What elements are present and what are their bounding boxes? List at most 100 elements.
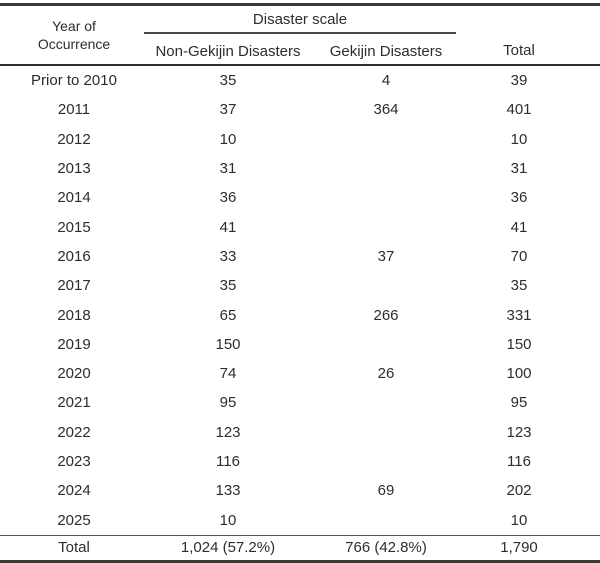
header-row-columns: Non-Gekijin Disasters Gekijin Disasters <box>0 36 600 65</box>
col-header-gekijin: Gekijin Disasters <box>329 42 443 60</box>
cell-non-gekijin: 35 <box>219 72 237 90</box>
cell-non-gekijin: 10 <box>219 130 237 148</box>
cell-gekijin <box>308 505 464 535</box>
col-header-non-gekijin: Non-Gekijin Disasters <box>155 42 301 60</box>
cell-total: 401 <box>506 101 532 119</box>
cell-gekijin: 4 <box>381 72 391 90</box>
cell-total: 116 <box>507 453 531 470</box>
cell-total: 100 <box>506 365 532 383</box>
table-row: 2021 95 95 <box>0 388 600 417</box>
cell-gekijin: 266 <box>373 306 399 324</box>
footer-cell-non-gekijin: 1,024 (57.2%) <box>180 539 276 557</box>
cell-non-gekijin: 36 <box>219 189 237 207</box>
cell-total: 10 <box>510 511 528 529</box>
table-header: Year of Occurrence Disaster scale Total … <box>0 5 600 65</box>
cell-year: Prior to 2010 <box>31 72 117 90</box>
cell-year: 2017 <box>57 277 91 295</box>
header-row-spanner: Year of Occurrence Disaster scale Total <box>0 5 600 59</box>
disaster-scale-spanner: Disaster scale <box>144 6 457 34</box>
table-row: Prior to 2010 35 4 39 <box>0 65 600 95</box>
cell-total: 41 <box>510 218 528 236</box>
table-row: 2014 36 36 <box>0 183 600 212</box>
cell-gekijin: 69 <box>377 482 395 500</box>
cell-total: 331 <box>506 306 532 324</box>
cell-non-gekijin: 133 <box>215 482 241 500</box>
table-row: 2016 33 37 70 <box>0 242 600 271</box>
cell-total: 202 <box>506 482 532 500</box>
cell-total: 36 <box>510 189 528 207</box>
cell-non-gekijin: 31 <box>219 160 237 178</box>
cell-gekijin <box>308 330 464 359</box>
cell-gekijin: 26 <box>377 365 395 383</box>
col-header-disaster-scale: Disaster scale <box>144 5 464 37</box>
cell-gekijin: 364 <box>373 101 399 119</box>
cell-gekijin: 37 <box>377 247 395 265</box>
cell-gekijin <box>308 418 464 447</box>
table-row: 2017 35 35 <box>0 271 600 300</box>
table-footer: Total 1,024 (57.2%) 766 (42.8%) 1,790 <box>0 535 600 561</box>
table-body: Prior to 2010 35 4 39 2011 37 364 401 2012 10 10 20… <box>0 65 600 535</box>
table-row: 2018 65 266 331 <box>0 300 600 329</box>
cell-gekijin <box>308 125 464 154</box>
cell-gekijin <box>308 183 464 212</box>
table-row: 2024 133 69 202 <box>0 476 600 505</box>
cell-non-gekijin: 37 <box>219 101 237 119</box>
cell-year: 2014 <box>57 189 91 207</box>
total-row: Total 1,024 (57.2%) 766 (42.8%) 1,790 <box>0 535 600 561</box>
year-header-line1: Year of <box>52 18 96 34</box>
cell-year: 2023 <box>57 453 91 470</box>
footer-cell-total: 1,790 <box>500 539 538 557</box>
cell-total: 10 <box>510 130 528 148</box>
table-row: 2013 31 31 <box>0 154 600 183</box>
disaster-table: Year of Occurrence Disaster scale Total … <box>0 3 600 563</box>
cell-year: 2024 <box>57 482 91 500</box>
table-row: 2023 116 116 <box>0 447 600 476</box>
cell-gekijin <box>308 271 464 300</box>
cell-total: 150 <box>506 335 532 353</box>
cell-year: 2013 <box>57 160 91 178</box>
footer-cell-gekijin: 766 (42.8%) <box>345 539 427 557</box>
cell-gekijin <box>308 447 464 476</box>
table-row: 2015 41 41 <box>0 212 600 241</box>
cell-year: 2025 <box>57 511 91 529</box>
cell-total: 39 <box>510 72 528 90</box>
cell-year: 2021 <box>57 394 91 412</box>
cell-non-gekijin: 35 <box>219 277 237 295</box>
footer-cell-label: Total <box>58 539 90 557</box>
cell-non-gekijin: 123 <box>215 423 241 441</box>
table-row: 2012 10 10 <box>0 125 600 154</box>
cell-non-gekijin: 95 <box>219 394 237 412</box>
cell-non-gekijin: 150 <box>215 335 241 353</box>
table-row: 2011 37 364 401 <box>0 95 600 124</box>
cell-total: 95 <box>510 394 528 412</box>
table-row: 2022 123 123 <box>0 418 600 447</box>
cell-total: 123 <box>506 423 532 441</box>
cell-year: 2018 <box>57 306 91 324</box>
cell-year: 2016 <box>57 247 91 265</box>
table-row: 2025 10 10 <box>0 505 600 535</box>
cell-total: 70 <box>510 247 528 265</box>
cell-non-gekijin: 65 <box>219 306 237 324</box>
cell-year: 2022 <box>57 423 91 441</box>
cell-non-gekijin: 116 <box>216 453 240 470</box>
cell-total: 35 <box>510 277 528 295</box>
cell-non-gekijin: 74 <box>219 365 237 383</box>
table-row: 2019 150 150 <box>0 330 600 359</box>
cell-non-gekijin: 33 <box>219 247 237 265</box>
cell-gekijin <box>308 212 464 241</box>
cell-year: 2011 <box>57 101 91 119</box>
document-table-page: Year of Occurrence Disaster scale Total … <box>0 3 600 563</box>
cell-year: 2015 <box>57 218 91 236</box>
col-header-year: Year of Occurrence <box>0 5 148 66</box>
cell-total: 31 <box>510 160 528 178</box>
cell-non-gekijin: 41 <box>219 218 237 236</box>
cell-year: 2020 <box>57 365 91 383</box>
cell-year: 2019 <box>57 335 91 353</box>
cell-gekijin <box>308 154 464 183</box>
cell-gekijin <box>308 388 464 417</box>
table-row: 2020 74 26 100 <box>0 359 600 388</box>
cell-non-gekijin: 10 <box>219 511 237 529</box>
col-header-total: Total <box>503 42 535 59</box>
cell-year: 2012 <box>57 130 91 148</box>
year-header-line2: Occurrence <box>37 36 111 52</box>
